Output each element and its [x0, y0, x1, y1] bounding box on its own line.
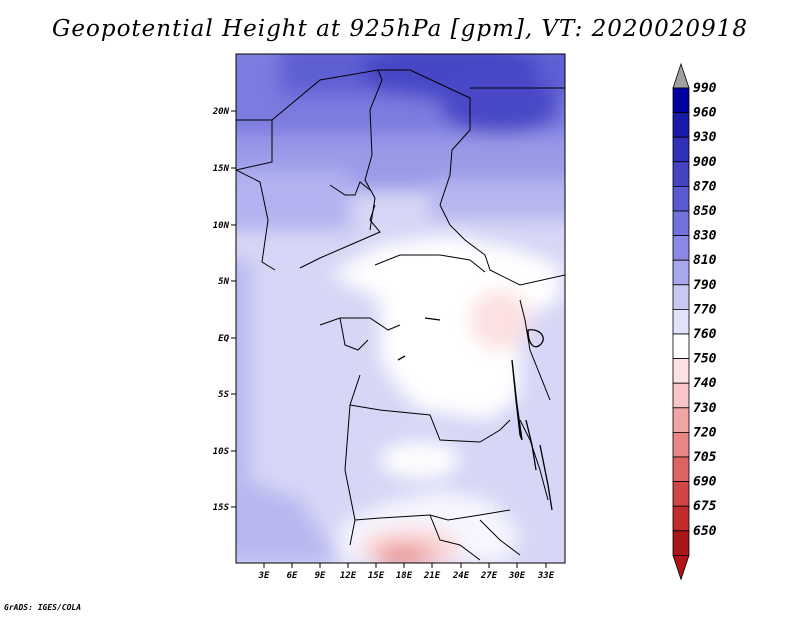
geopotential-field [236, 54, 565, 563]
lon-tick-label: 9E [315, 571, 326, 581]
country-borders [236, 69, 565, 561]
colorbar-label: 810 [693, 253, 717, 268]
lon-tick-label: 12E [340, 571, 357, 581]
colorbar-label: 650 [693, 524, 717, 539]
colorbar-swatch [672, 210, 690, 237]
colorbar-label: 690 [693, 475, 717, 490]
colorbar-swatch [672, 235, 690, 261]
colorbar-swatch [672, 358, 690, 384]
lon-tick-label: 33E [537, 571, 555, 581]
colorbar-swatch [672, 505, 690, 532]
lat-tick-label: 15S [213, 503, 230, 513]
colorbar-label: 705 [693, 450, 717, 465]
lon-tick-label: 6E [287, 571, 298, 581]
colorbar-swatch [672, 431, 690, 458]
lat-tick-label: EQ [218, 334, 229, 344]
map-frame [235, 53, 566, 564]
lat-tick-label: 10S [213, 447, 230, 457]
colorbar-swatch [672, 136, 690, 163]
colorbar-label: 930 [693, 130, 717, 145]
colorbar-label: 770 [693, 302, 717, 317]
colorbar-label: 740 [693, 376, 717, 391]
colorbar-swatch [672, 308, 690, 335]
colorbar-swatch [672, 481, 690, 507]
lat-tick-label: 5N [218, 277, 229, 287]
lat-tick-label: 20N [212, 107, 230, 117]
colorbar-swatch [672, 185, 690, 212]
colorbar-label: 850 [693, 204, 717, 219]
colorbar-label: 790 [693, 278, 717, 293]
lon-tick-label: 18E [396, 571, 413, 581]
lon-tick-label: 3E [258, 571, 270, 581]
lon-tick-label: 21E [423, 571, 441, 581]
colorbar-label: 750 [693, 352, 717, 367]
longitude-axis: 3E 6E 9E 12E 15E 18E 21E 24E 27E 30E 33E [258, 563, 555, 581]
lon-tick-label: 15E [368, 571, 385, 581]
lon-tick-label: 30E [508, 571, 526, 581]
colorbar-label: 960 [693, 106, 717, 121]
colorbar-label: 720 [693, 425, 717, 440]
colorbar-label: 675 [693, 499, 717, 514]
colorbar-top-arrow [672, 62, 690, 89]
lakes [397, 317, 553, 511]
map-title: Geopotential Height at 925hPa [gpm], VT:… [52, 16, 748, 42]
lat-tick-label: 15N [213, 164, 230, 174]
colorbar-swatch [672, 112, 690, 138]
colorbar-swatch [672, 333, 690, 360]
lon-tick-label: 24E [452, 571, 470, 581]
colorbar-label: 830 [693, 229, 717, 244]
colorbar-swatch [672, 259, 690, 286]
colorbar-label: 900 [693, 155, 717, 170]
colorbar-swatch [672, 382, 690, 409]
colorbar-swatch [672, 161, 690, 187]
colorbar-swatch [672, 407, 690, 433]
colorbar-bottom-arrow [672, 555, 690, 581]
colorbar-label: 870 [693, 179, 717, 194]
colorbar-label: 730 [693, 401, 717, 416]
lon-tick-label: 27E [480, 571, 498, 581]
lat-tick-label: 5S [218, 390, 229, 400]
colorbar: 990 960 930 900 870 850 830 810 790 770 760 750 740 7… [672, 62, 717, 581]
colorbar-swatch [672, 87, 690, 114]
colorbar-swatch [672, 456, 690, 483]
grads-credit: GrADS: IGES/COLA [4, 603, 82, 612]
colorbar-label: 990 [693, 81, 717, 96]
latitude-axis: 20N 15N 10N 5N EQ 5S 10S 15S [212, 107, 236, 513]
colorbar-label: 760 [693, 327, 717, 342]
colorbar-swatch [672, 284, 690, 310]
colorbar-swatch [672, 530, 690, 556]
lat-tick-label: 10N [213, 221, 230, 231]
